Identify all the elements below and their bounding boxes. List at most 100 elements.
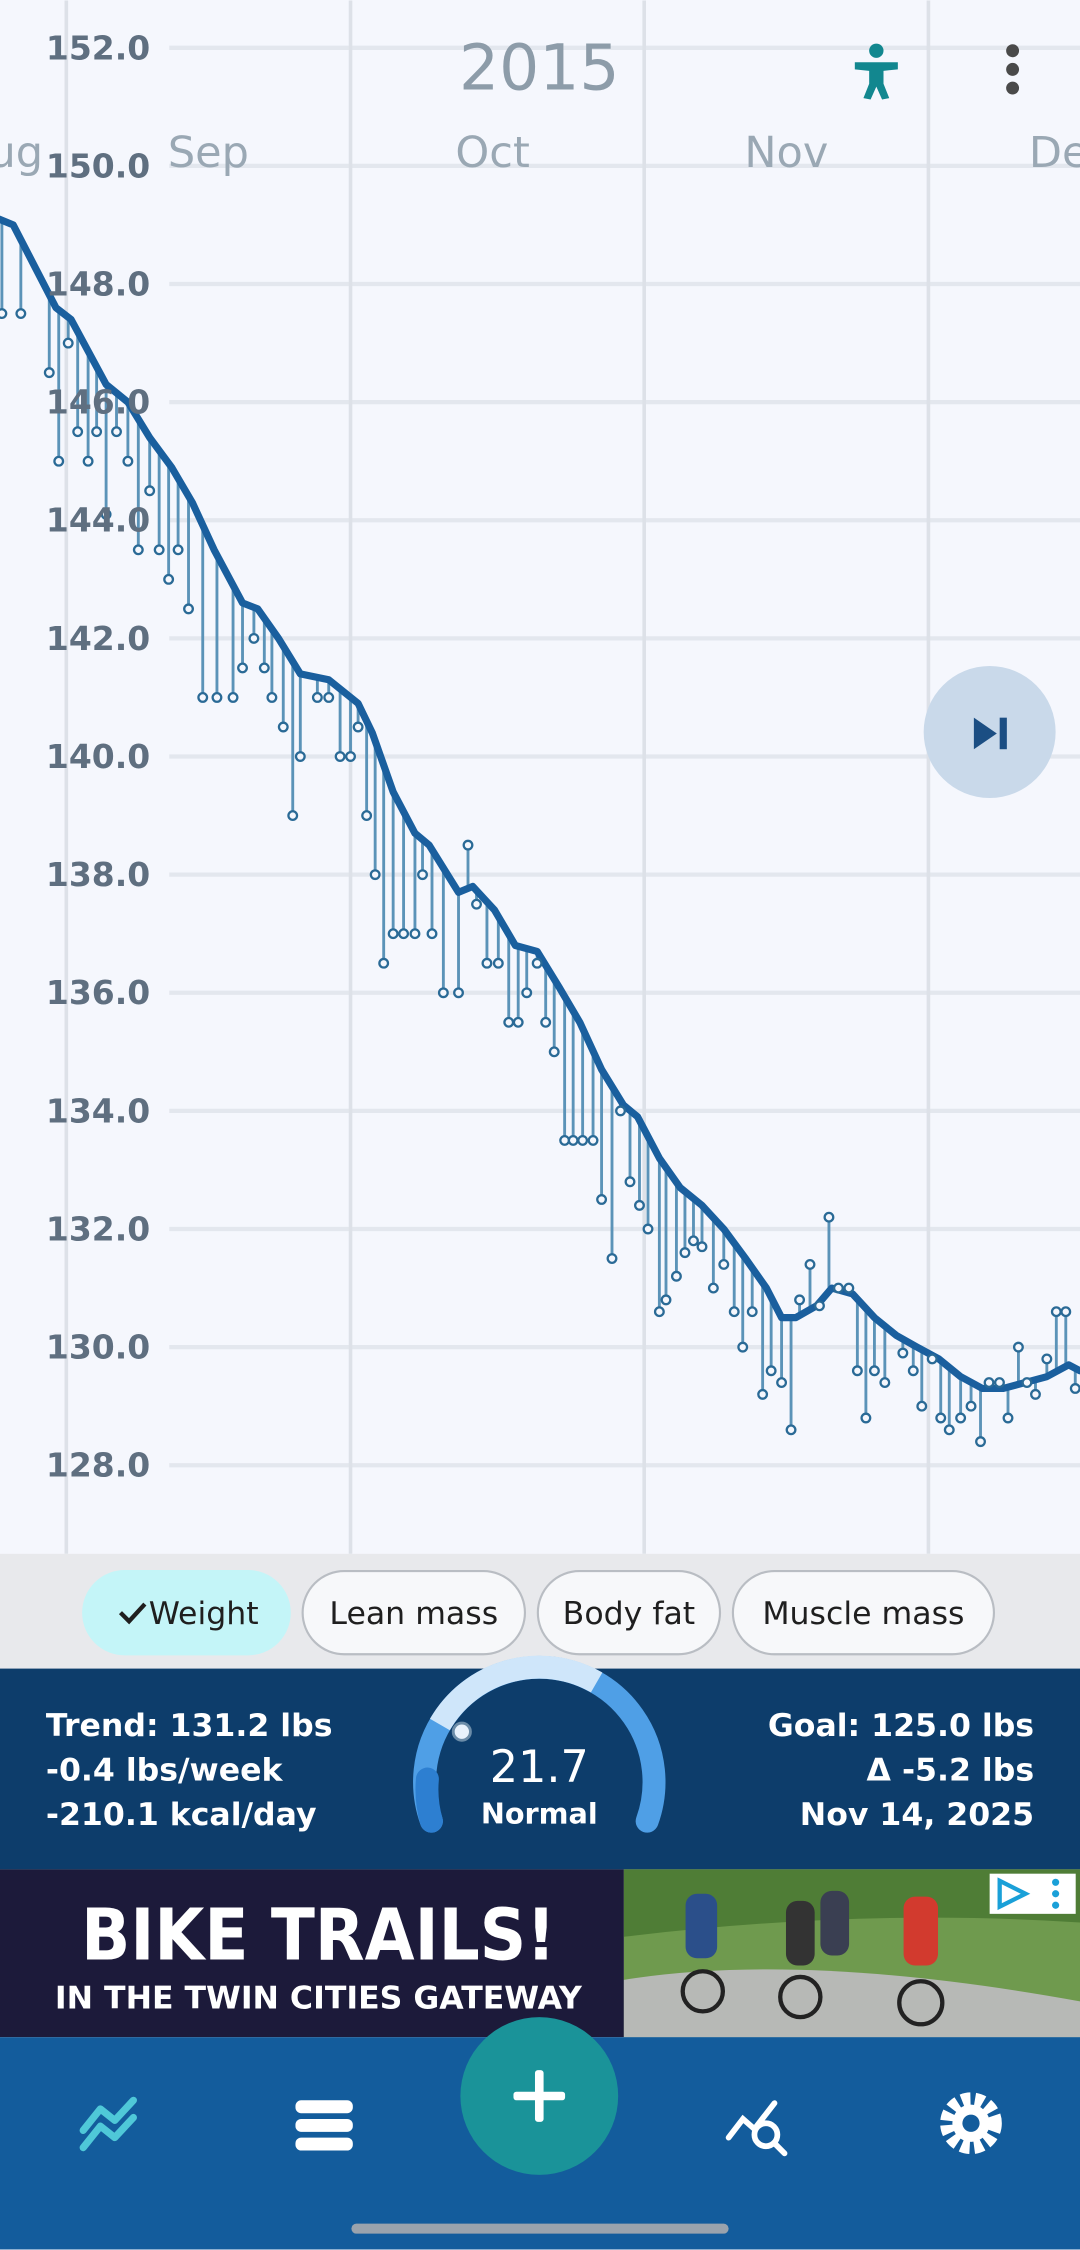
weight-point <box>334 751 346 762</box>
y-tick-label: 142.0 <box>46 619 150 658</box>
metric-chip[interactable]: Weight <box>82 1569 291 1656</box>
chip-background <box>536 1569 722 1656</box>
weight-point <box>1069 1383 1080 1394</box>
weight-point <box>197 692 209 703</box>
chip-label: Muscle mass <box>762 1596 964 1632</box>
chart-background <box>0 0 1080 1554</box>
weight-point <box>746 1306 758 1318</box>
chip-label: Weight <box>149 1596 259 1632</box>
weight-point <box>548 1046 560 1058</box>
rate-text: -0.4 lbs/week <box>46 1752 284 1788</box>
energy-text: -210.1 kcal/day <box>46 1797 317 1833</box>
weight-point <box>851 1365 863 1377</box>
delta-text: Δ -5.2 lbs <box>867 1752 1035 1788</box>
chart-overlay: 2015 128.0 130.0 132.0 134.0 136.0 138.0 140.0… <box>0 28 1080 1484</box>
weight-point <box>696 1241 708 1253</box>
weight-point <box>757 1388 769 1400</box>
goal-text: Goal: 125.0 lbs <box>768 1708 1034 1744</box>
weight-point <box>660 1294 672 1306</box>
weight-point <box>843 1282 855 1294</box>
weight-point <box>266 692 278 703</box>
weight-point <box>994 1377 1005 1389</box>
ad-tagline: IN THE TWIN CITIES GATEWAY <box>55 1981 583 2017</box>
weight-point <box>1021 1377 1033 1389</box>
weight-point <box>153 544 165 556</box>
weight-point <box>53 455 65 467</box>
trend-text: Trend: 131.2 lbs <box>46 1708 333 1744</box>
weight-point <box>935 1412 947 1424</box>
menu-button[interactable] <box>1006 44 1020 95</box>
chart-plot <box>0 0 1080 1554</box>
chip-check <box>118 1602 147 1625</box>
nav-list[interactable] <box>295 2100 353 2151</box>
weight-point <box>776 1377 788 1389</box>
weight-point <box>453 987 464 999</box>
summary-panel <box>0 1668 1080 1870</box>
weight-point <box>462 839 474 851</box>
y-tick-label: 136.0 <box>46 973 150 1012</box>
weight-point <box>559 1134 571 1146</box>
nav-analysis[interactable] <box>725 2100 788 2157</box>
weight-point <box>417 869 428 881</box>
weight-point <box>361 810 373 822</box>
metric-chip[interactable]: Muscle mass <box>731 1569 996 1656</box>
y-tick-label: 146.0 <box>46 383 150 422</box>
weight-point <box>132 544 144 556</box>
weight-point <box>926 1353 938 1365</box>
weight-point <box>879 1377 891 1389</box>
weight-point <box>227 692 239 703</box>
weight-point <box>823 1211 835 1223</box>
weight-point <box>15 308 27 320</box>
y-tick-label: 134.0 <box>46 1091 150 1130</box>
nav-chart[interactable] <box>79 2096 137 2152</box>
weight-point <box>1041 1353 1053 1365</box>
x-tick-label: Oct <box>455 128 529 178</box>
metric-chip[interactable]: Lean mass <box>301 1569 527 1656</box>
weight-point <box>72 426 84 438</box>
weight-point <box>183 603 194 615</box>
weight-point <box>765 1365 777 1377</box>
weight-point <box>311 692 323 703</box>
trend-line <box>0 215 1080 1393</box>
weight-point <box>345 751 356 762</box>
weight-point <box>943 1424 955 1436</box>
weight-point <box>728 1306 740 1318</box>
skip-to-end-button[interactable] <box>923 666 1056 798</box>
weight-point <box>832 1282 844 1294</box>
weight-point <box>62 337 74 349</box>
weight-point <box>43 367 55 379</box>
y-tick-label: 144.0 <box>46 501 150 540</box>
accessibility-button[interactable] <box>854 43 898 100</box>
goal-date-text: Nov 14, 2025 <box>800 1797 1034 1833</box>
weight-point <box>471 898 482 910</box>
weight-point <box>294 751 306 762</box>
metric-chips: Weight Lean mass Body fat Muscle mass <box>82 1569 996 1656</box>
weight-point <box>596 1194 608 1205</box>
weight-point <box>1002 1412 1014 1424</box>
weight-point <box>531 957 543 969</box>
weight-point <box>323 692 335 703</box>
weight-point <box>785 1424 797 1436</box>
ad-choices-icon[interactable] <box>989 1873 1076 1914</box>
bmi-gauge: 21.7 Normal <box>413 1655 666 1833</box>
y-tick-label: 140.0 <box>46 737 150 776</box>
weight-point <box>512 1016 524 1028</box>
weight-point <box>965 1400 977 1412</box>
weight-point <box>1012 1341 1024 1353</box>
weight-point <box>211 692 223 703</box>
ad-banner[interactable]: BIKE TRAILS! IN THE TWIN CITIES GATEWAY <box>0 1869 1080 2038</box>
weight-point <box>804 1258 816 1270</box>
weight-point <box>975 1436 986 1448</box>
bmi-class: Normal <box>481 1796 598 1830</box>
nav-settings[interactable] <box>940 2092 1002 2155</box>
weight-point <box>794 1294 806 1306</box>
add-entry-button[interactable] <box>460 2017 619 2175</box>
weight-point <box>868 1365 880 1377</box>
weight-point <box>737 1341 749 1353</box>
weight-point <box>237 662 248 674</box>
weight-point <box>670 1270 682 1282</box>
weight-point <box>409 928 421 940</box>
metric-chip[interactable]: Body fat <box>536 1569 722 1656</box>
y-tick-label: 130.0 <box>46 1328 150 1367</box>
